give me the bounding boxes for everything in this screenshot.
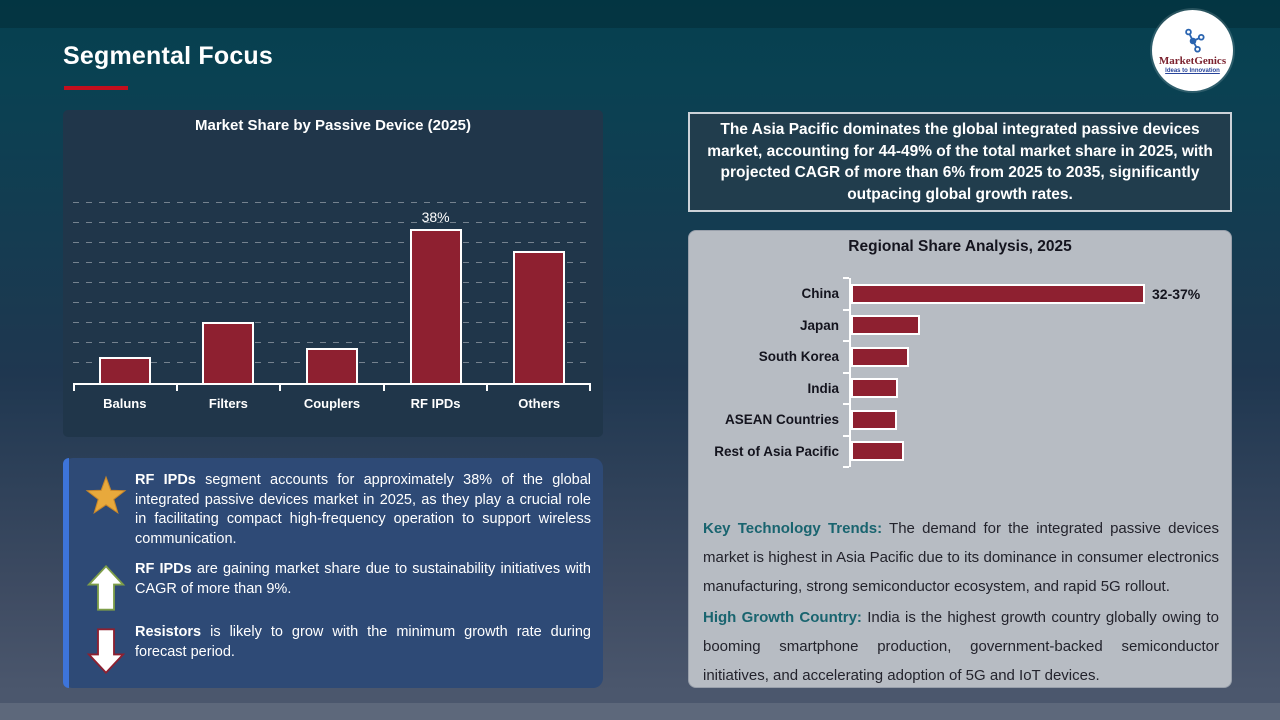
gridline	[73, 302, 591, 303]
hbar-row-india: India	[689, 371, 1231, 404]
hbar-category-label: China	[801, 286, 839, 302]
bar	[305, 348, 358, 383]
bar	[513, 251, 566, 383]
hbar	[851, 315, 920, 336]
hbar-track	[843, 340, 1231, 373]
gridline	[73, 202, 591, 203]
bar-series: 38%	[73, 195, 591, 383]
page-title: Segmental Focus	[63, 42, 273, 70]
insight-text: RF IPDs segment accounts for approximate…	[135, 471, 593, 549]
hbar-category-label: India	[807, 380, 839, 396]
bar	[98, 357, 151, 383]
trend-lead: High Growth Country:	[703, 609, 862, 626]
x-axis-ticks	[73, 383, 591, 391]
trend-body: India is the highest growth country glob…	[703, 609, 1219, 684]
hbar-row-japan: Japan	[689, 308, 1231, 341]
up-arrow-icon	[77, 560, 135, 612]
asia-pacific-summary-box: The Asia Pacific dominates the global in…	[688, 112, 1232, 212]
insight-rows: RF IPDs segment accounts for approximate…	[77, 471, 593, 686]
hbar-track: 32-37%	[843, 277, 1231, 310]
hbar-track	[843, 308, 1231, 341]
top-band	[0, 0, 1280, 28]
category-label: RF IPDs	[410, 396, 461, 411]
gridline	[73, 342, 591, 343]
gridline	[73, 242, 591, 243]
hbar-category-label: Rest of Asia Pacific	[714, 443, 839, 459]
bar-column-rf-ipds: 38%	[384, 195, 488, 383]
category-label: Couplers	[303, 396, 361, 411]
x-axis-line	[73, 383, 591, 385]
hbar-category-label: ASEAN Countries	[724, 412, 839, 428]
hbar-track	[843, 371, 1231, 404]
bar	[202, 322, 255, 383]
bar-column-filters	[177, 195, 281, 383]
hbar-track	[843, 434, 1231, 468]
trends-section: Key Technology Trends: The demand for th…	[703, 514, 1219, 692]
gridline	[73, 222, 591, 223]
insight-body: segment accounts for approximately 38% o…	[135, 472, 591, 547]
market-share-chart-title: Market Share by Passive Device (2025)	[195, 117, 471, 134]
insight-text: Resistors is likely to grow with the min…	[135, 623, 593, 675]
hbar-row-china: China 32-37%	[689, 277, 1231, 310]
insight-box-accent-stripe	[63, 458, 69, 688]
insight-body: are gaining market share due to sustaina…	[135, 561, 592, 597]
logo-brand: MarketGenics	[1158, 54, 1227, 67]
gridline	[73, 322, 591, 323]
trend-high-growth-country: High Growth Country: India is the highes…	[703, 603, 1219, 690]
hbar	[851, 409, 897, 430]
insight-body: is likely to grow with the minimum growt…	[135, 624, 591, 660]
trend-lead: Key Technology Trends:	[703, 520, 883, 537]
bar	[409, 229, 462, 383]
hbar	[851, 441, 904, 462]
insight-lead: RF IPDs	[135, 561, 192, 577]
market-share-chart-panel: Market Share by Passive Device (2025) 38…	[63, 110, 603, 437]
insight-lead: Resistors	[135, 624, 202, 640]
hbar-row-rest-of-asia-pacific: Rest of Asia Pacific	[689, 434, 1231, 468]
category-label: Others	[518, 396, 561, 411]
category-label: Filters	[208, 396, 248, 411]
insight-row-resistors: Resistors is likely to grow with the min…	[77, 623, 593, 675]
gridline	[73, 282, 591, 283]
trend-body: The demand for the integrated passive de…	[703, 520, 1219, 595]
category-label: Baluns	[103, 396, 147, 411]
asia-pacific-summary-text: The Asia Pacific dominates the global in…	[707, 121, 1213, 203]
star-icon	[77, 471, 135, 549]
hbar-track	[843, 403, 1231, 436]
insight-lead: RF IPDs	[135, 472, 196, 488]
bar-column-baluns	[73, 195, 177, 383]
bar-data-label: 38%	[421, 209, 450, 225]
down-arrow-icon	[77, 623, 135, 675]
insight-text: RF IPDs are gaining market share due to …	[135, 560, 593, 612]
regional-bar-chart: China 32-37% Japan South Korea India ASEAN Co…	[689, 277, 1231, 468]
insight-row-rf-ipds-share: RF IPDs segment accounts for approximate…	[77, 471, 593, 549]
regional-analysis-panel: Regional Share Analysis, 2025 China 32-37…	[688, 230, 1232, 688]
logo-tagline: Ideas to Innovation	[1165, 67, 1220, 74]
insight-row-rf-ipds-growth: RF IPDs are gaining market share due to …	[77, 560, 593, 612]
hbar-category-label: Japan	[799, 317, 839, 333]
hbar	[851, 378, 898, 399]
hbar	[851, 283, 1145, 304]
logo: MarketGenics Ideas to Innovation	[1152, 10, 1233, 91]
insight-box: RF IPDs segment accounts for approximate…	[63, 458, 603, 688]
molecule-icon	[1184, 28, 1205, 53]
title-underline	[64, 86, 128, 90]
bottom-band	[0, 703, 1280, 720]
hbar	[851, 346, 909, 367]
bar-column-others	[487, 195, 591, 383]
gridline	[73, 262, 591, 263]
x-axis-category-labels: Baluns Filters Couplers RF IPDs Others	[73, 396, 591, 411]
market-share-plot: 38%	[73, 195, 591, 383]
bar-column-couplers	[280, 195, 384, 383]
hbar-category-label: South Korea	[758, 349, 839, 365]
hbar-row-asean-countries: ASEAN Countries	[689, 403, 1231, 436]
trend-key-technology: Key Technology Trends: The demand for th…	[703, 514, 1219, 601]
hbar-row-south-korea: South Korea	[689, 340, 1231, 373]
regional-chart-title: Regional Share Analysis, 2025	[848, 238, 1072, 255]
hbar-data-label: 32-37%	[1152, 285, 1201, 302]
